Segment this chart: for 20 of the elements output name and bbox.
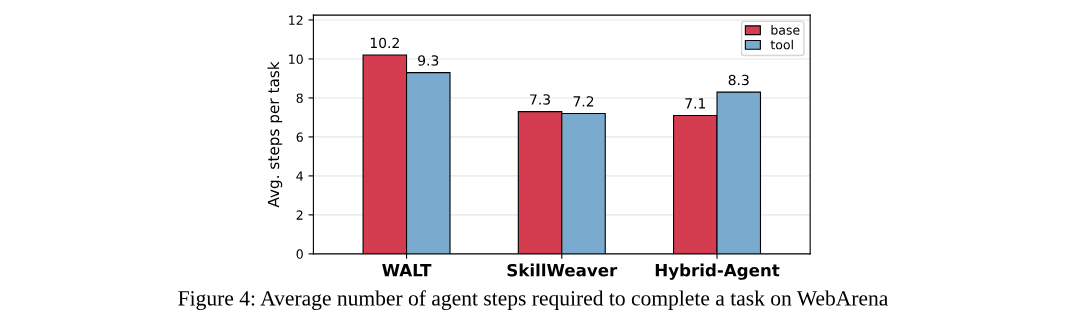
y-tick-label: 2 [296,210,303,220]
y-tick-label: 8 [296,93,303,103]
y-tick-label: 10 [289,54,303,64]
legend-label: tool [770,39,793,50]
data-label: 8.3 [728,74,749,86]
x-tick-label: WALT [382,264,432,277]
y-tick-label: 6 [296,132,303,142]
legend-label: base [771,25,800,35]
x-tick-label: Hybrid-Agent [655,263,780,280]
x-tick-label: SkillWeaver [507,263,618,277]
data-label: 9.3 [418,55,439,66]
data-label: 7.1 [685,98,706,109]
y-tick-label: 4 [296,171,303,181]
caption: Figure 4: Average number of agent steps required to complete a task on WebArena [178,290,889,311]
data-label: 7.2 [573,96,594,107]
data-label: 7.3 [530,94,550,105]
data-label: 10.2 [370,37,399,49]
y-tick-label: 12 [289,15,303,25]
y-tick-label: 0 [296,249,303,259]
y-axis-title: Avg. steps per task [267,61,283,208]
